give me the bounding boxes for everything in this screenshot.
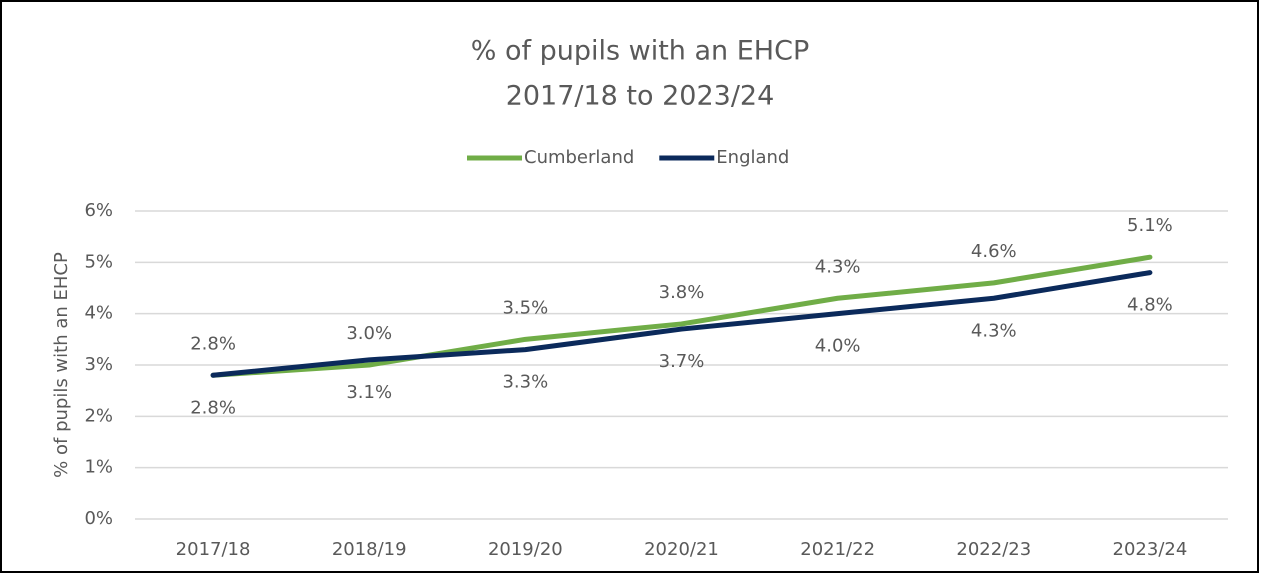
data-label: 2.8% <box>190 397 236 418</box>
data-label: 3.3% <box>502 372 548 393</box>
y-tick-label: 4% <box>84 303 113 324</box>
x-tick-label: 2018/19 <box>332 539 407 560</box>
data-label: 2.8% <box>190 333 236 354</box>
legend-label: Cumberland <box>524 147 634 168</box>
data-label: 4.3% <box>815 256 861 277</box>
data-label: 4.6% <box>971 241 1017 262</box>
x-tick-label: 2019/20 <box>488 539 563 560</box>
y-tick-label: 1% <box>84 457 113 478</box>
y-tick-label: 6% <box>84 200 113 221</box>
data-label: 3.1% <box>346 382 392 403</box>
chart-title: % of pupils with an EHCP <box>471 36 810 67</box>
y-tick-label: 0% <box>84 508 113 529</box>
data-label: 4.0% <box>815 336 861 357</box>
data-label: 3.0% <box>346 323 392 344</box>
y-axis-label: % of pupils with an EHCP <box>51 252 72 478</box>
x-tick-label: 2021/22 <box>800 539 875 560</box>
data-label: 3.8% <box>659 282 705 303</box>
chart-subtitle: 2017/18 to 2023/24 <box>506 81 775 112</box>
series-line <box>210 254 1153 378</box>
data-label: 4.3% <box>971 320 1017 341</box>
y-tick-label: 5% <box>84 251 113 272</box>
data-label: 3.5% <box>502 297 548 318</box>
data-label: 4.8% <box>1127 295 1173 316</box>
x-tick-label: 2020/21 <box>644 539 719 560</box>
x-tick-label: 2023/24 <box>1113 539 1188 560</box>
series-line <box>210 270 1153 378</box>
legend-label: England <box>716 147 789 168</box>
y-tick-label: 3% <box>84 354 113 375</box>
data-label: 3.7% <box>659 351 705 372</box>
y-tick-label: 2% <box>84 405 113 426</box>
x-tick-label: 2022/23 <box>956 539 1031 560</box>
data-label: 5.1% <box>1127 215 1173 236</box>
x-tick-label: 2017/18 <box>176 539 251 560</box>
